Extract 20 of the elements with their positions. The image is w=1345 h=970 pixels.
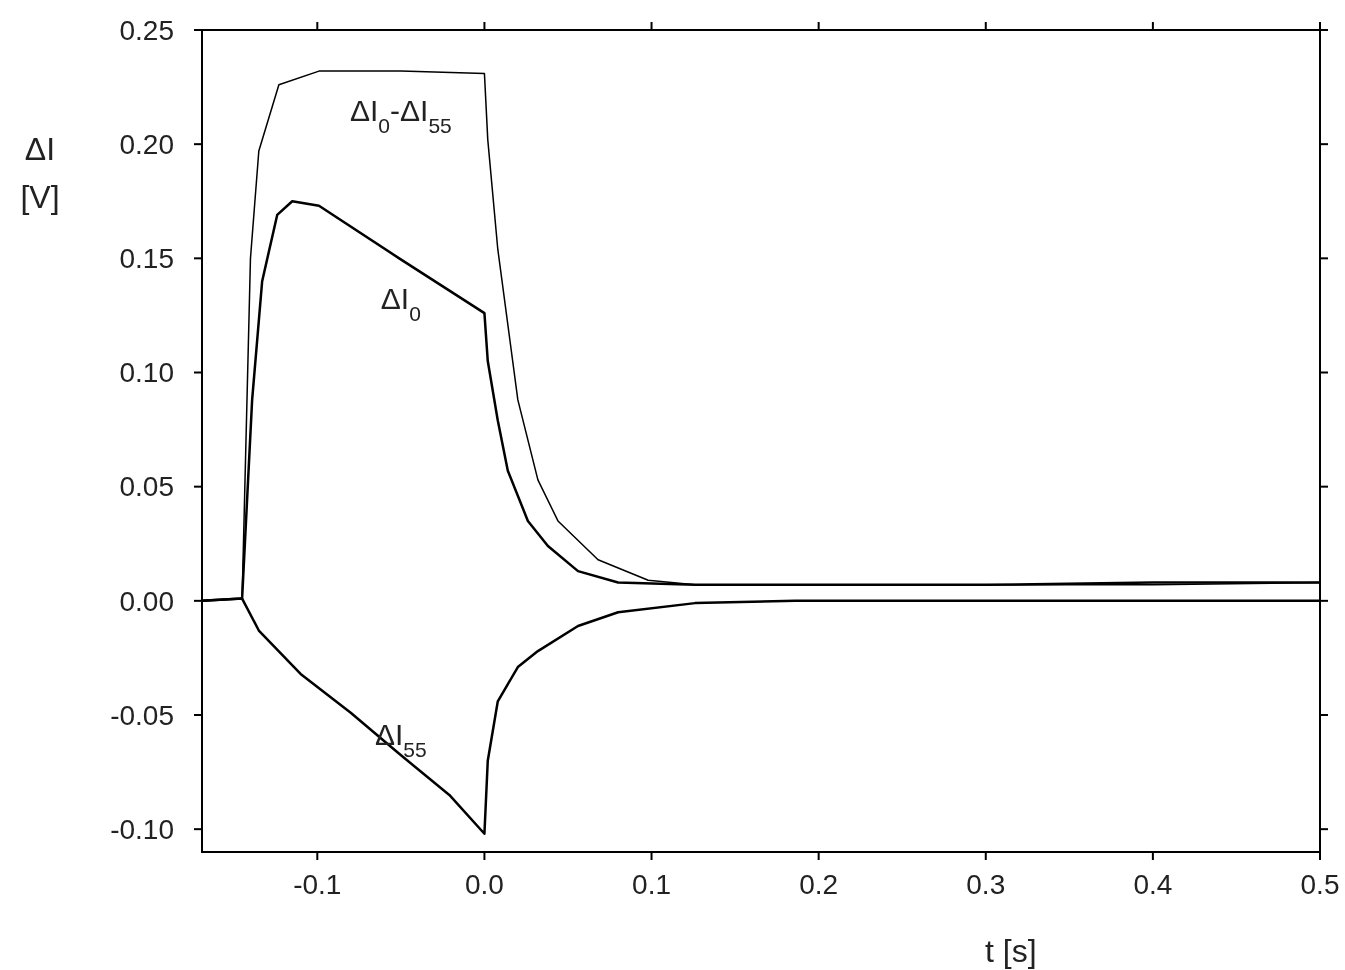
y-tick-label: 0.15 — [119, 243, 174, 275]
series-label: ΔI$_{0}$ — [380, 281, 421, 325]
y-tick-label: 0.20 — [119, 128, 174, 160]
y-tick-label: 0.00 — [119, 585, 174, 617]
x-tick-label: 0.4 — [1133, 869, 1173, 900]
series-label: ΔI$_{55}$ — [375, 717, 427, 761]
y-tick-label: 0.25 — [119, 14, 174, 46]
y-tick-label: -0.05 — [110, 699, 174, 731]
y-tick-label: 0.05 — [119, 471, 174, 503]
y-axis-title: ΔI [V] — [20, 131, 60, 215]
x-tick-label: 0.0 — [464, 869, 504, 900]
x-tick-label: 0.5 — [1300, 869, 1340, 900]
y-tick-label: 0.10 — [119, 357, 174, 389]
series-label: ΔI$_{0}$-ΔI$_{55}$ — [349, 94, 452, 137]
y-tick-label: -0.10 — [110, 813, 174, 845]
x-axis-title: t [s] — [985, 933, 1037, 969]
x-tick-label: 0.1 — [632, 869, 672, 900]
x-tick-label: 0.3 — [966, 869, 1006, 900]
x-tick-label: -0.1 — [293, 869, 342, 900]
x-tick-label: 0.2 — [799, 869, 839, 900]
